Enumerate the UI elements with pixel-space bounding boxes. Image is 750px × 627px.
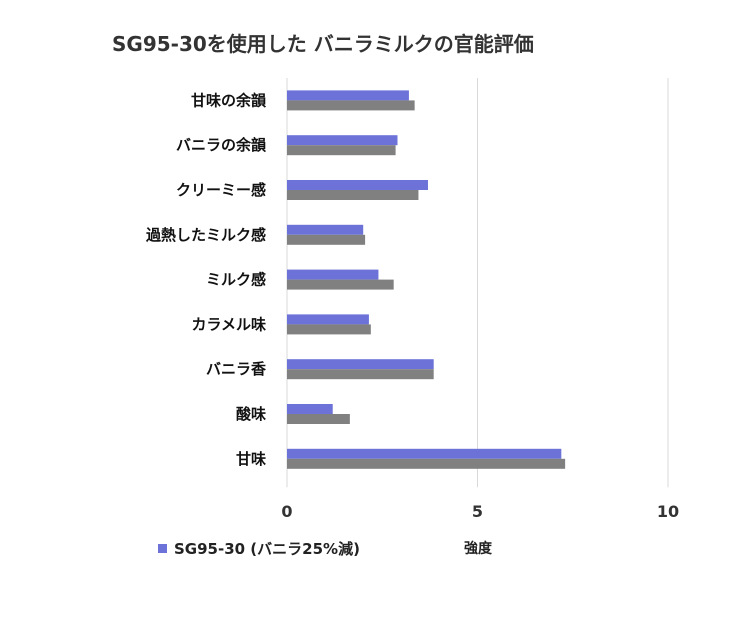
category-label: カラメル味 — [191, 315, 266, 333]
bar-series1 — [287, 448, 562, 459]
bar-series1 — [287, 404, 333, 414]
bar-series1 — [287, 314, 369, 325]
bar-series1 — [287, 359, 434, 370]
category-label: バニラの余韻 — [176, 136, 267, 154]
legend: SG95-30 (バニラ25%減) — [158, 538, 360, 559]
bar-series2 — [287, 145, 396, 156]
category-label: 甘味の余韻 — [191, 91, 267, 109]
bar-series2 — [287, 100, 415, 111]
category-label: 甘味 — [236, 450, 266, 468]
bar-series1 — [287, 224, 364, 235]
bar-series1 — [287, 269, 379, 280]
category-label: ミルク感 — [206, 271, 266, 289]
bar-series1 — [287, 135, 398, 146]
x-tick-label: 5 — [472, 502, 483, 521]
bar-series2 — [287, 458, 566, 469]
chart-title: SG95-30を使用した バニラミルクの官能評価 — [112, 32, 534, 56]
bar-series2 — [287, 190, 419, 200]
category-label: 酸味 — [236, 405, 266, 423]
bar-series1 — [287, 90, 409, 101]
category-label: バニラ香 — [206, 360, 266, 378]
legend-swatch — [158, 544, 167, 553]
bar-series1 — [287, 180, 428, 190]
category-label: クリーミー感 — [176, 181, 266, 199]
bar-series2 — [287, 369, 434, 380]
x-tick-label: 10 — [657, 502, 679, 521]
legend-label: SG95-30 (バニラ25%減) — [174, 540, 360, 558]
bar-series2 — [287, 234, 366, 245]
bar-series2 — [287, 414, 350, 424]
category-label: 過熱したミルク感 — [145, 226, 266, 244]
bar-series2 — [287, 279, 394, 290]
bar-series2 — [287, 324, 371, 335]
x-axis-title: 強度 — [464, 540, 493, 557]
x-tick-label: 0 — [281, 502, 292, 521]
